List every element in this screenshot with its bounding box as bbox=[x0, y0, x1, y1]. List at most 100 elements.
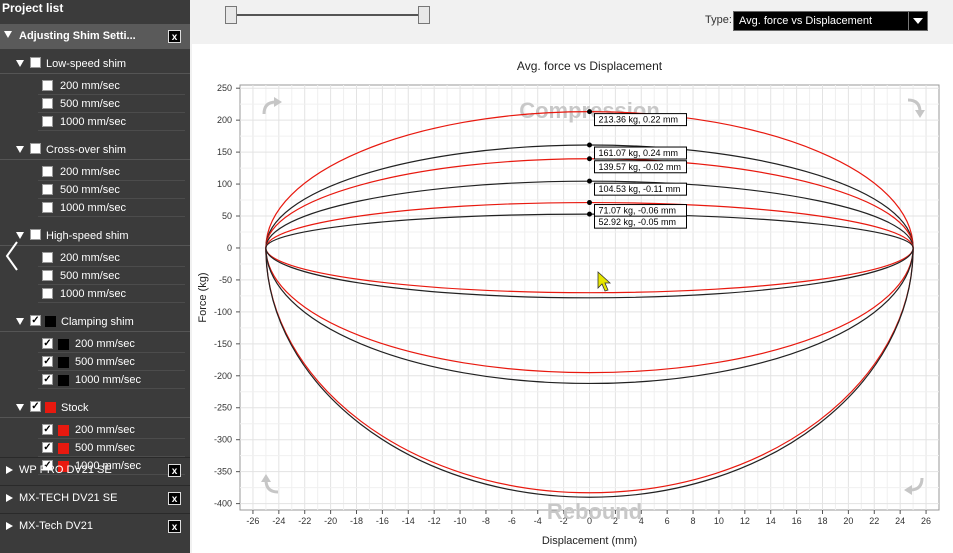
range-slider-end-handle[interactable] bbox=[418, 6, 430, 24]
collapse-panel-icon[interactable] bbox=[4, 240, 20, 272]
type-dropdown[interactable]: Avg. force vs Displacement bbox=[733, 11, 928, 31]
speed-label: 200 mm/sec bbox=[60, 80, 120, 92]
y-axis-label: Force (kg) bbox=[197, 272, 209, 322]
speed-item[interactable]: 200 mm/sec bbox=[0, 163, 190, 181]
shim-group[interactable]: Low-speed shim bbox=[0, 55, 190, 74]
speed-checkbox[interactable] bbox=[42, 288, 53, 299]
speed-checkbox[interactable] bbox=[42, 116, 53, 127]
project-header-active[interactable]: Adjusting Shim Setti... x bbox=[0, 24, 190, 49]
speed-checkbox[interactable]: ✓ bbox=[42, 356, 53, 367]
speed-item[interactable]: 500 mm/sec bbox=[0, 267, 190, 285]
speed-item[interactable]: ✓ 1000 mm/sec bbox=[0, 371, 190, 389]
speed-item[interactable]: ✓ 200 mm/sec bbox=[0, 335, 190, 353]
speed-checkbox[interactable] bbox=[42, 80, 53, 91]
close-project-button[interactable]: x bbox=[168, 520, 181, 533]
x-tick-label: 26 bbox=[921, 516, 931, 526]
annotation-label: 139.57 kg, -0.02 mm bbox=[599, 162, 682, 172]
x-tick-label: -4 bbox=[534, 516, 542, 526]
y-tick-label: -150 bbox=[214, 339, 232, 349]
speed-label: 1000 mm/sec bbox=[75, 460, 142, 472]
chevron-down-icon[interactable] bbox=[908, 12, 927, 30]
chevron-right-icon[interactable] bbox=[6, 466, 13, 474]
force-displacement-chart[interactable]: -26 -24 -22 -20 -18 -16 -14 -12 -10 -8 -6 -4 -2 0 2 4 6 8… bbox=[192, 44, 953, 553]
x-tick-label: 18 bbox=[817, 516, 827, 526]
speed-label: 200 mm/sec bbox=[75, 338, 135, 350]
project-header[interactable]: WP PRO DV21 SE x bbox=[0, 457, 190, 483]
speed-checkbox[interactable] bbox=[42, 166, 53, 177]
speed-checkbox[interactable]: ✓ bbox=[42, 460, 53, 471]
annotation-point bbox=[587, 156, 592, 162]
range-slider[interactable] bbox=[225, 6, 430, 24]
speed-item[interactable]: ✓ 500 mm/sec bbox=[0, 353, 190, 371]
project-header[interactable]: MX-TECH DV21 SE x bbox=[0, 485, 190, 511]
speed-label: 1000 mm/sec bbox=[60, 116, 127, 128]
annotation-point bbox=[587, 178, 592, 184]
speed-checkbox[interactable]: ✓ bbox=[42, 338, 53, 349]
speed-checkbox[interactable] bbox=[42, 252, 53, 263]
close-project-button[interactable]: x bbox=[168, 464, 181, 477]
speed-item[interactable]: ✓ 1000 mm/sec bbox=[0, 457, 190, 475]
rotate-arrow-icon bbox=[262, 97, 282, 115]
chevron-down-icon[interactable] bbox=[16, 404, 24, 411]
speed-item[interactable]: ✓ 500 mm/sec bbox=[0, 439, 190, 457]
shim-group[interactable]: ✓ Stock bbox=[0, 399, 190, 418]
project-header[interactable]: MX-Tech DV21 x bbox=[0, 513, 190, 539]
chevron-down-icon[interactable] bbox=[4, 31, 12, 38]
speed-checkbox[interactable]: ✓ bbox=[42, 442, 53, 453]
group-checkbox[interactable]: ✓ bbox=[30, 401, 41, 412]
x-axis-label: Displacement (mm) bbox=[542, 535, 637, 547]
rotate-arrow-icon bbox=[904, 477, 924, 495]
x-tick-label: -20 bbox=[324, 516, 337, 526]
color-swatch bbox=[45, 402, 56, 413]
speed-checkbox[interactable] bbox=[42, 98, 53, 109]
speed-item[interactable]: 1000 mm/sec bbox=[0, 285, 190, 303]
annotation-label: 52.92 kg, -0.05 mm bbox=[599, 217, 677, 227]
close-project-button[interactable]: x bbox=[168, 30, 181, 43]
x-tick-label: 6 bbox=[665, 516, 670, 526]
speed-item[interactable]: 200 mm/sec bbox=[0, 249, 190, 267]
group-checkbox[interactable] bbox=[30, 229, 41, 240]
range-slider-start-handle[interactable] bbox=[225, 6, 237, 24]
speed-checkbox[interactable] bbox=[42, 270, 53, 281]
chevron-down-icon[interactable] bbox=[16, 318, 24, 325]
shim-group[interactable]: High-speed shim bbox=[0, 227, 190, 246]
speed-item[interactable]: 500 mm/sec bbox=[0, 181, 190, 199]
speed-item[interactable]: 1000 mm/sec bbox=[0, 113, 190, 131]
x-tick-label: -22 bbox=[298, 516, 311, 526]
chevron-right-icon[interactable] bbox=[6, 494, 13, 502]
mouse-cursor-icon bbox=[597, 271, 612, 292]
chevron-right-icon[interactable] bbox=[6, 522, 13, 530]
chevron-down-icon[interactable] bbox=[16, 60, 24, 67]
shim-group[interactable]: Cross-over shim bbox=[0, 141, 190, 160]
x-tick-label: 22 bbox=[869, 516, 879, 526]
chevron-down-icon[interactable] bbox=[16, 146, 24, 153]
speed-label: 500 mm/sec bbox=[60, 184, 120, 196]
speed-item[interactable]: 500 mm/sec bbox=[0, 95, 190, 113]
speed-item[interactable]: ✓ 200 mm/sec bbox=[0, 421, 190, 439]
group-checkbox[interactable] bbox=[30, 143, 41, 154]
chart-title: Avg. force vs Displacement bbox=[517, 59, 663, 73]
x-tick-label: 24 bbox=[895, 516, 905, 526]
shim-group[interactable]: ✓ Clamping shim bbox=[0, 313, 190, 332]
project-label: WP PRO DV21 SE bbox=[19, 464, 112, 476]
speed-checkbox[interactable] bbox=[42, 202, 53, 213]
close-project-button[interactable]: x bbox=[168, 492, 181, 505]
speed-item[interactable]: 200 mm/sec bbox=[0, 77, 190, 95]
speed-label: 1000 mm/sec bbox=[60, 288, 127, 300]
annotation-label: 161.07 kg, 0.24 mm bbox=[599, 148, 679, 158]
speed-item[interactable]: 1000 mm/sec bbox=[0, 199, 190, 217]
color-swatch bbox=[58, 339, 69, 350]
x-tick-label: -18 bbox=[350, 516, 363, 526]
annotation-point bbox=[587, 200, 592, 206]
group-checkbox[interactable]: ✓ bbox=[30, 315, 41, 326]
rotate-arrow-icon bbox=[907, 98, 925, 118]
group-checkbox[interactable] bbox=[30, 57, 41, 68]
chevron-down-icon[interactable] bbox=[16, 232, 24, 239]
speed-checkbox[interactable] bbox=[42, 184, 53, 195]
x-tick-label: -14 bbox=[402, 516, 415, 526]
speed-checkbox[interactable]: ✓ bbox=[42, 424, 53, 435]
annotation-label: 213.36 kg, 0.22 mm bbox=[599, 115, 679, 125]
y-tick-label: -400 bbox=[214, 499, 232, 509]
y-tick-label: -50 bbox=[219, 275, 232, 285]
speed-checkbox[interactable]: ✓ bbox=[42, 374, 53, 385]
